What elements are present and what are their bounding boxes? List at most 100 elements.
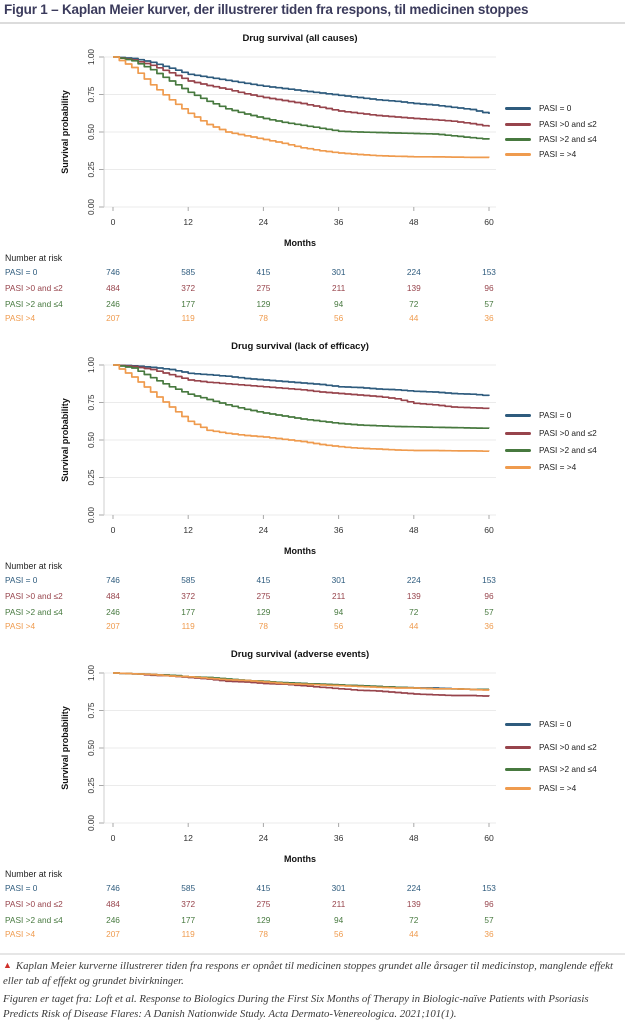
- legend-label: PASI >0 and ≤2: [539, 742, 597, 752]
- figure-caption: ▲ Kaplan Meier kurverne illustrerer tiden…: [3, 959, 621, 990]
- risk-value: 119: [181, 621, 195, 631]
- legend-swatch-pasi0to2: [505, 122, 531, 126]
- risk-value: 78: [258, 313, 268, 323]
- risk-value: 119: [181, 313, 195, 323]
- risk-value: 415: [256, 575, 271, 585]
- x-tick-label: 48: [409, 217, 419, 227]
- legend-item-pasi-2-and-4: PASI >2 and ≤4: [505, 445, 597, 455]
- legend-item-pasi-0-and-2: PASI >0 and ≤2: [505, 428, 597, 438]
- risk-value: 301: [331, 575, 346, 585]
- risk-row-label-pasi-0-and-2: PASI >0 and ≤2: [5, 899, 63, 909]
- risk-row-label-pasi-0: PASI = 0: [5, 575, 38, 585]
- km-curve-pasi-0: [113, 56, 490, 114]
- risk-value: 72: [409, 607, 419, 617]
- x-axis-label: Months: [284, 546, 316, 556]
- risk-value: 372: [181, 283, 196, 293]
- risk-value: 96: [484, 591, 494, 601]
- legend-label: PASI = >4: [539, 783, 577, 793]
- risk-value: 177: [181, 607, 196, 617]
- y-tick-label: 0.50: [87, 124, 96, 140]
- survival-plot: 0.00 0.25 0.50 0.75 1.00 0 12 24 36 48 60 Survival …: [60, 665, 496, 843]
- chart-section-3: Drug survival (adverse events) 0.00 0.25 0.…: [0, 644, 625, 952]
- risk-value: 301: [331, 267, 346, 277]
- page-title: Figur 1 – Kaplan Meier kurver, der illus…: [4, 2, 529, 17]
- x-tick-label: 0: [111, 217, 116, 227]
- risk-value: 177: [181, 299, 196, 309]
- legend-label: PASI = >4: [539, 462, 577, 472]
- x-tick-label: 60: [484, 217, 494, 227]
- risk-value: 129: [256, 915, 271, 925]
- x-axis-label: Months: [284, 854, 316, 864]
- risk-row-label-pasi-2-and-4: PASI >2 and ≤4: [5, 607, 63, 617]
- risk-value: 177: [181, 915, 196, 925]
- km-curve-pasi-4: [113, 672, 490, 691]
- x-tick-label: 36: [334, 525, 344, 535]
- risk-value: 78: [258, 929, 268, 939]
- risk-value: 36: [484, 621, 494, 631]
- risk-value: 301: [331, 883, 346, 893]
- legend-label: PASI >2 and ≤4: [539, 134, 597, 144]
- risk-value: 119: [181, 929, 195, 939]
- risk-value: 415: [256, 883, 271, 893]
- risk-row-label-pasi-0: PASI = 0: [5, 267, 38, 277]
- legend-label: PASI = 0: [539, 103, 572, 113]
- risk-value: 78: [258, 621, 268, 631]
- risk-value: 275: [256, 591, 271, 601]
- risk-value: 746: [106, 883, 120, 893]
- legend-item-pasi-0: PASI = 0: [505, 719, 571, 729]
- risk-value: 44: [409, 621, 419, 631]
- legend-swatch-pasi2to4: [505, 137, 531, 141]
- y-tick-label: 0.25: [87, 161, 96, 177]
- header-divider: [0, 22, 625, 24]
- risk-value: 211: [331, 591, 346, 601]
- x-tick-label: 48: [409, 833, 419, 843]
- y-tick-label: 1.00: [87, 49, 96, 65]
- risk-value: 153: [482, 575, 496, 585]
- legend-label: PASI >2 and ≤4: [539, 445, 597, 455]
- y-tick-label: 0.75: [87, 394, 96, 410]
- risk-value: 129: [256, 299, 271, 309]
- risk-value: 129: [256, 607, 271, 617]
- x-tick-label: 0: [111, 525, 116, 535]
- risk-row-label-pasi-2-and-4: PASI >2 and ≤4: [5, 299, 63, 309]
- y-axis-label: Survival probability: [60, 398, 70, 482]
- legend-label: PASI >2 and ≤4: [539, 764, 597, 774]
- risk-value: 246: [106, 607, 120, 617]
- x-tick-label: 12: [183, 217, 193, 227]
- caption-note-text: Kaplan Meier kurverne illustrerer tiden …: [3, 960, 613, 988]
- legend-label: PASI = >4: [539, 149, 577, 159]
- legend-label: PASI = 0: [539, 719, 572, 729]
- risk-value: 484: [106, 591, 120, 601]
- risk-row-label-pasi-0-and-2: PASI >0 and ≤2: [5, 283, 63, 293]
- risk-value: 484: [106, 899, 120, 909]
- x-axis-label: Months: [284, 238, 316, 248]
- y-tick-label: 0.75: [87, 86, 96, 102]
- risk-table-title: Number at risk: [5, 561, 63, 571]
- legend-item-pasi-2-and-4: PASI >2 and ≤4: [505, 134, 597, 144]
- risk-value: 207: [106, 929, 120, 939]
- risk-value: 246: [106, 915, 120, 925]
- y-tick-label: 0.75: [87, 702, 96, 718]
- x-tick-label: 60: [484, 525, 494, 535]
- x-tick-label: 24: [259, 217, 269, 227]
- risk-value: 36: [484, 929, 494, 939]
- y-tick-label: 0.00: [87, 199, 96, 215]
- legend-item-pasi-4: PASI = >4: [505, 462, 576, 472]
- risk-value: 94: [333, 607, 344, 617]
- legend-swatch-pasi2to4: [505, 767, 531, 771]
- y-axis-label: Survival probability: [60, 90, 70, 174]
- risk-value: 57: [484, 299, 494, 309]
- risk-value: 96: [484, 899, 494, 909]
- risk-value: 746: [106, 575, 120, 585]
- x-tick-label: 0: [111, 833, 116, 843]
- risk-value: 72: [409, 299, 419, 309]
- risk-table-title: Number at risk: [5, 869, 63, 879]
- km-curve-pasi-4: [113, 56, 490, 159]
- risk-value: 275: [256, 283, 271, 293]
- risk-value: 585: [181, 575, 196, 585]
- risk-value: 56: [333, 621, 344, 631]
- legend-item-pasi-4: PASI = >4: [505, 783, 576, 793]
- x-tick-label: 12: [183, 525, 193, 535]
- risk-value: 57: [484, 915, 494, 925]
- risk-value: 44: [409, 929, 419, 939]
